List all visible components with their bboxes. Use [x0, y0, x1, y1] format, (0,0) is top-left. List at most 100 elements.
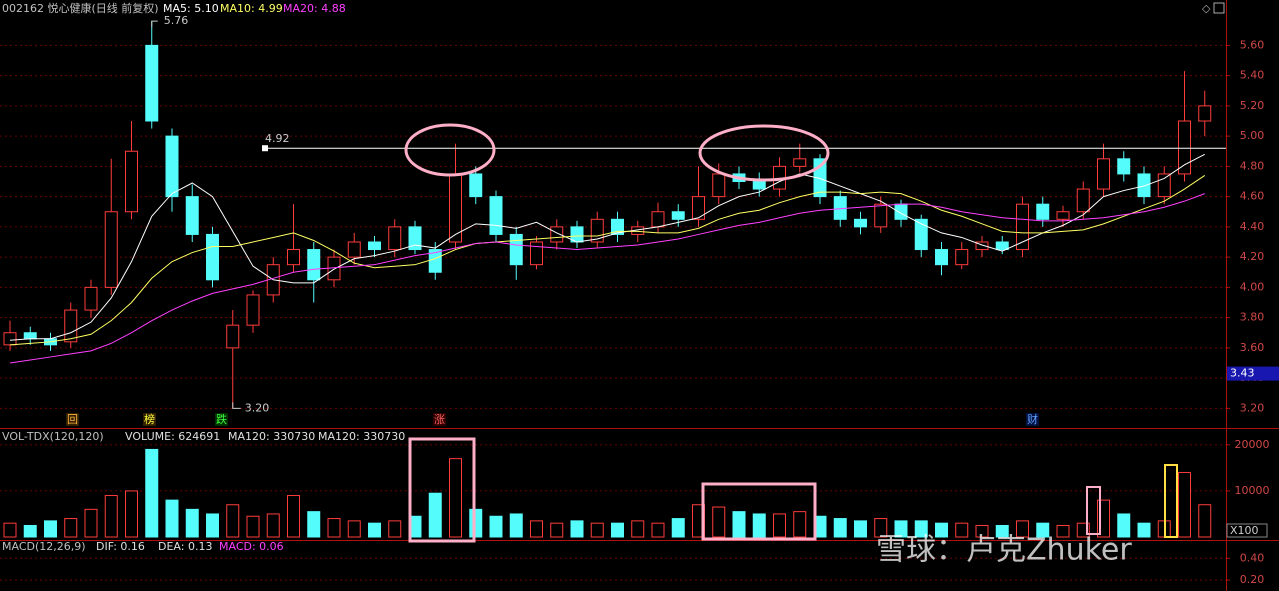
- volume-bar: [266, 513, 280, 538]
- candle-body: [1198, 105, 1212, 122]
- candle-body: [368, 241, 381, 251]
- volume-bar: [449, 458, 462, 538]
- panel-title: MACD(12,26,9): [2, 540, 86, 553]
- y-tick-label: 5.40: [1240, 69, 1265, 82]
- legend-entry: MA120: 330730: [228, 430, 315, 443]
- candle-body: [489, 196, 503, 235]
- highlight-box: [701, 482, 817, 541]
- candle-body: [1137, 173, 1151, 198]
- volume-bar: [1117, 513, 1131, 538]
- candle-body: [712, 173, 726, 198]
- event-marker: 跌: [216, 412, 227, 426]
- candle-body: [307, 249, 321, 281]
- candle-body: [914, 218, 928, 251]
- high-label: 5.76: [164, 14, 189, 27]
- watermark: 雪球：卢克Zhuker: [876, 533, 1132, 568]
- candle-body: [894, 203, 908, 220]
- candle-body: [651, 211, 665, 228]
- y-tick-label: 4.40: [1240, 220, 1265, 233]
- volume-bar: [914, 520, 928, 538]
- event-box: [433, 413, 446, 426]
- candle-body: [206, 233, 219, 281]
- annotations: [404, 123, 1178, 543]
- highlight-box: [408, 437, 476, 543]
- volume-bar: [307, 511, 321, 538]
- volume-bar: [185, 508, 199, 538]
- event-box: [143, 413, 156, 426]
- highlight-box: [1086, 486, 1101, 535]
- volume-bar: [955, 522, 969, 538]
- candle-body: [1036, 203, 1050, 220]
- volume-bar: [773, 513, 786, 538]
- volume-bar: [894, 520, 908, 538]
- volume-bar: [226, 504, 240, 538]
- volume-bar: [874, 518, 888, 538]
- candle-body: [226, 324, 240, 349]
- y-tick-label: 0.20: [1240, 573, 1265, 586]
- highlight-box: [1164, 464, 1178, 538]
- icon-diamond[interactable]: ◇: [1202, 2, 1211, 15]
- volume-bar: [206, 513, 219, 538]
- volume-bar: [995, 524, 1009, 538]
- volume-bar: [246, 515, 260, 538]
- candle-body: [1016, 203, 1029, 251]
- volume-bar: [469, 508, 483, 538]
- volume-bar: [388, 520, 402, 538]
- y-tick-label: 4.80: [1240, 159, 1265, 172]
- panel-title: VOL-TDX(120,120): [2, 430, 104, 443]
- volume-bar: [347, 520, 361, 538]
- volume-bar: [489, 515, 503, 538]
- candle-body: [1178, 120, 1191, 175]
- event-marker: 回: [67, 413, 78, 426]
- volume-bar: [368, 522, 381, 538]
- candle-body: [125, 150, 138, 213]
- y-tick-label: 3.80: [1240, 311, 1265, 324]
- candle-body: [793, 158, 807, 167]
- candle-body: [347, 241, 361, 258]
- legend-entry: MA5: 5.10: [163, 2, 219, 15]
- candle-body: [1097, 158, 1110, 190]
- y-tick-label: 20000: [1235, 438, 1270, 451]
- candle-body: [287, 249, 300, 266]
- candle-body: [874, 203, 888, 228]
- low-label: 3.20: [245, 401, 270, 414]
- volume-bar: [104, 495, 118, 538]
- volume-bar: [1016, 520, 1029, 538]
- volume-bar: [712, 506, 726, 538]
- candle-body: [955, 249, 969, 266]
- candle-body: [975, 241, 989, 251]
- candle-body: [104, 211, 118, 288]
- candle-body: [854, 218, 867, 228]
- legend-entry: VOLUME: 624691: [125, 430, 220, 443]
- last-price-box: [1227, 366, 1279, 381]
- events: 回 榜 跌 涨 财: [66, 412, 1039, 426]
- icon-window[interactable]: [1213, 2, 1225, 14]
- legend-entry: MACD: 0.06: [219, 540, 284, 553]
- volume-bar: [3, 522, 17, 538]
- volume-bar: [23, 524, 37, 538]
- volume-bar: [732, 511, 746, 538]
- volume-bar: [530, 520, 543, 538]
- y-tick-label: 4.60: [1240, 190, 1265, 203]
- candle-body: [509, 233, 523, 266]
- candle-body: [145, 44, 159, 122]
- volume-bar: [1036, 522, 1050, 538]
- ma-line: [9, 175, 1206, 346]
- candle-body: [692, 196, 705, 220]
- volume-bar: [611, 522, 624, 538]
- line-handle: [262, 145, 268, 152]
- volume-bar: [570, 520, 584, 538]
- volume-bar: [833, 518, 847, 538]
- y-tick-label: 4.00: [1240, 280, 1265, 293]
- candle-body: [1157, 173, 1171, 198]
- last-price-label: 3.43: [1230, 367, 1255, 380]
- candle-body: [64, 309, 78, 343]
- volume-bar: [854, 520, 867, 538]
- low-pointer: [232, 402, 241, 409]
- volume-bar: [145, 448, 159, 538]
- volume-bar: [590, 522, 604, 538]
- volume-bar: [1137, 522, 1151, 538]
- volume-bar: [651, 522, 665, 538]
- event-marker: 财: [1027, 412, 1038, 426]
- panel-title: 002162 悦心健康(日线 前复权): [2, 1, 159, 15]
